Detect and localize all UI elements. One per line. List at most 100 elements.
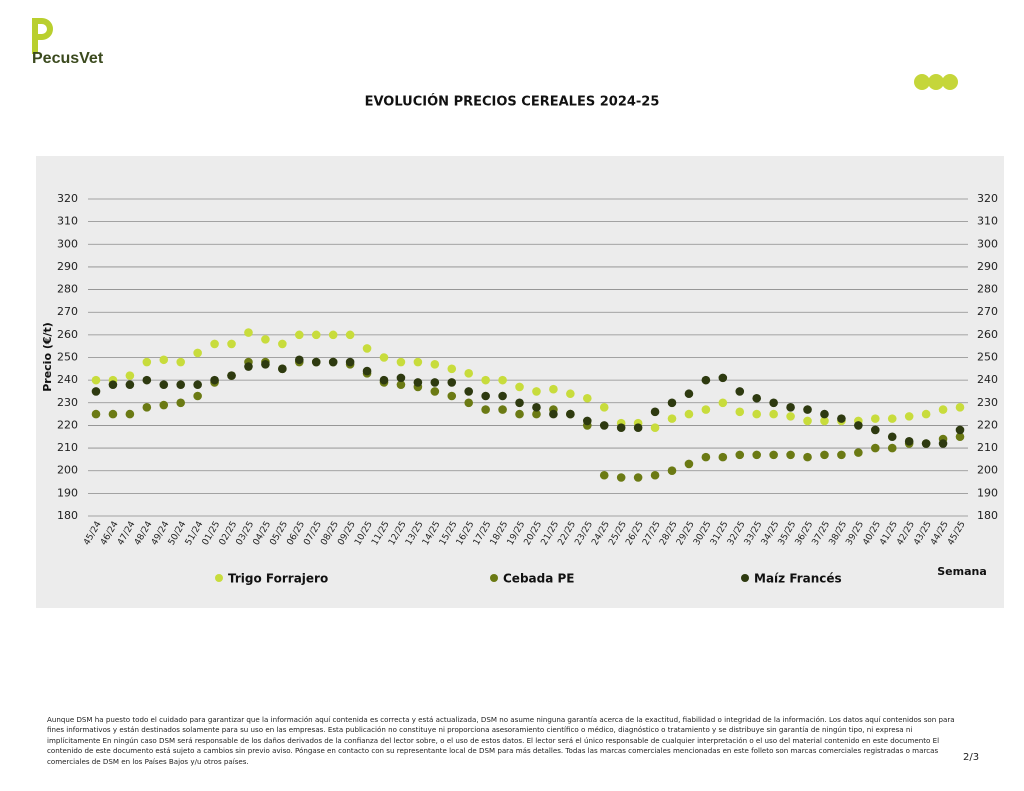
data-point (718, 452, 728, 462)
data-point (735, 407, 745, 417)
data-point (532, 403, 541, 412)
y-tick-label: 260 (57, 328, 78, 341)
legend-marker (741, 574, 749, 582)
y2-tick-label: 220 (977, 418, 998, 431)
data-point (854, 421, 863, 430)
data-point (684, 389, 694, 399)
y2-tick-label: 260 (977, 328, 998, 341)
data-point (684, 459, 694, 469)
data-point (718, 373, 728, 383)
data-point (227, 339, 236, 349)
data-point (515, 409, 524, 419)
data-point (786, 450, 795, 460)
data-point (159, 400, 169, 410)
y-tick-label: 220 (57, 418, 78, 431)
data-point (786, 403, 795, 412)
y2-tick-label: 320 (977, 192, 998, 205)
data-point (244, 362, 253, 371)
data-point (362, 366, 372, 376)
data-point (498, 375, 507, 385)
data-point (820, 416, 829, 426)
data-point (820, 409, 829, 419)
data-point (261, 359, 270, 369)
data-point (125, 371, 135, 380)
y2-tick-label: 310 (977, 215, 998, 228)
y-tick-label: 250 (57, 351, 78, 364)
data-point (870, 414, 880, 423)
data-point (854, 448, 863, 457)
data-point (955, 432, 965, 442)
data-point (599, 470, 609, 480)
data-point (91, 375, 101, 385)
data-point (159, 380, 169, 389)
data-point (345, 330, 355, 340)
data-point (176, 398, 186, 408)
y2-tick-label: 280 (977, 283, 998, 296)
y-tick-label: 210 (57, 441, 78, 454)
data-point (684, 409, 694, 419)
data-point (786, 412, 795, 421)
data-point (396, 380, 406, 389)
data-point (481, 391, 490, 401)
data-point (481, 405, 490, 414)
y2-tick-label: 240 (977, 373, 998, 386)
data-point (938, 405, 948, 414)
data-point (515, 398, 524, 408)
data-point (515, 382, 524, 392)
chart: EVOLUCIÓN PRECIOS CEREALES 2024-25 Preci… (36, 74, 1004, 608)
y-tick-label: 320 (57, 192, 78, 205)
data-point (803, 452, 812, 462)
data-point (904, 412, 914, 421)
data-point (820, 450, 829, 460)
deco-dot (914, 74, 930, 90)
data-point (261, 335, 270, 344)
x-axis-label: Semana (937, 565, 987, 578)
data-point (498, 405, 507, 414)
y-tick-label: 300 (57, 237, 78, 250)
y2-tick-label: 210 (977, 441, 998, 454)
data-point (294, 330, 304, 340)
data-point (549, 409, 558, 419)
data-point (379, 353, 389, 362)
y-tick-label: 290 (57, 260, 78, 273)
y-tick-label: 240 (57, 373, 78, 386)
data-point (125, 409, 135, 419)
data-point (921, 439, 931, 448)
data-point (735, 450, 745, 460)
data-point (328, 330, 338, 340)
data-point (870, 443, 880, 453)
data-point (345, 357, 355, 367)
data-point (803, 416, 812, 426)
data-point (413, 357, 423, 367)
legend-label: Maíz Francés (754, 572, 842, 586)
data-point (532, 387, 541, 396)
data-point (566, 409, 575, 419)
data-point (481, 375, 490, 385)
data-point (633, 473, 643, 482)
data-point (887, 443, 897, 453)
data-point (701, 405, 711, 414)
data-point (599, 421, 609, 430)
data-point (176, 357, 186, 367)
data-point (735, 387, 745, 396)
y-axis-label: Precio (€/t) (41, 322, 54, 392)
data-point (616, 473, 626, 482)
y-tick-label: 280 (57, 283, 78, 296)
y-tick-label: 180 (57, 509, 78, 522)
y2-tick-label: 300 (977, 237, 998, 250)
data-point (498, 391, 507, 401)
y2-tick-label: 230 (977, 396, 998, 409)
legend-marker (215, 574, 223, 582)
data-point (430, 359, 440, 369)
data-point (193, 380, 202, 389)
data-point (752, 450, 762, 460)
y-tick-label: 270 (57, 305, 78, 318)
data-point (193, 348, 202, 358)
data-point (667, 414, 677, 423)
deco-dot (942, 74, 958, 90)
legend-label: Cebada PE (503, 572, 575, 586)
data-point (379, 375, 389, 385)
y-tick-label: 190 (57, 486, 78, 499)
data-point (159, 355, 169, 365)
